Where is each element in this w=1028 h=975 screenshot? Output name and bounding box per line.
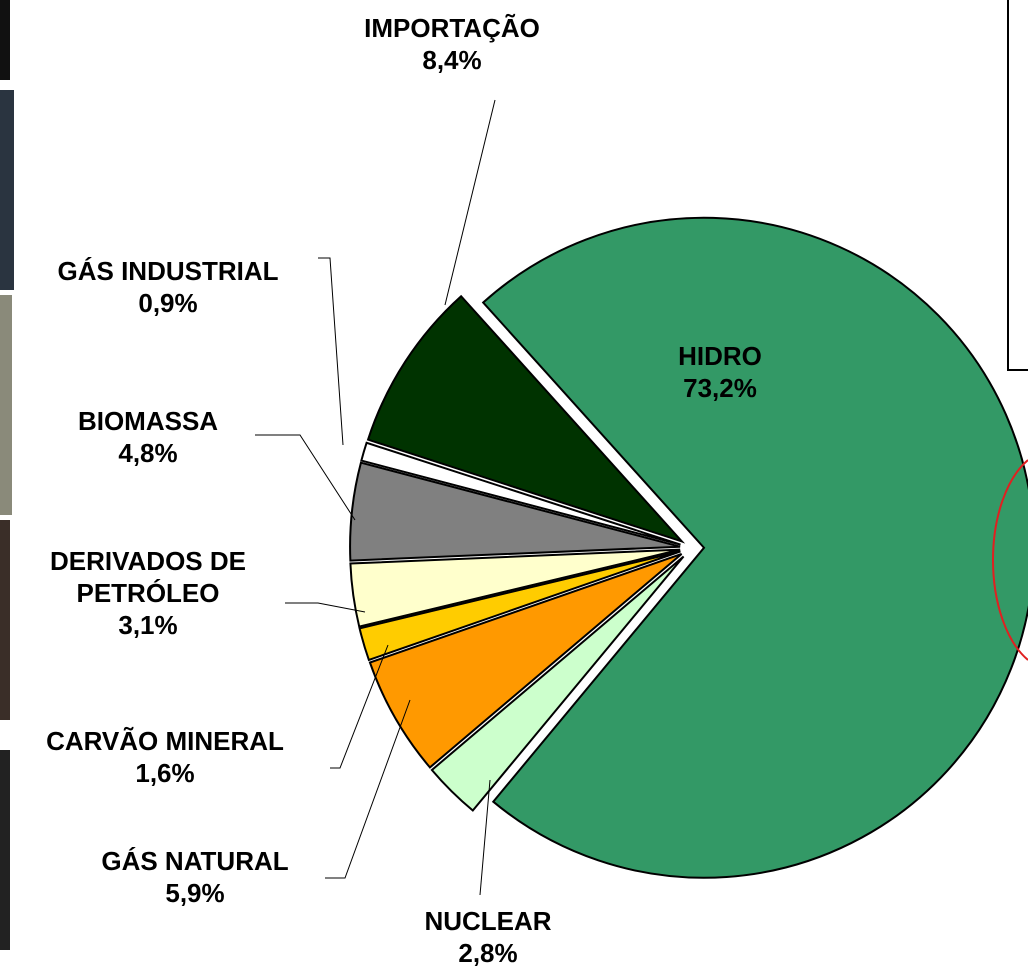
background-photo (0, 295, 12, 515)
leader-line (325, 700, 410, 878)
category-label: CARVÃO MINERAL (0, 725, 335, 757)
value-label: 3,1% (8, 609, 288, 641)
category-label: GÁS NATURAL (65, 845, 325, 877)
page: HIDRO73,2% NUCLEAR2,8% GÁS NATURAL5,9% CARV… (0, 0, 1028, 975)
value-label: 8,4% (332, 44, 572, 76)
value-label: 5,9% (65, 877, 325, 909)
frame (1008, 0, 1028, 370)
chart (0, 0, 1028, 975)
category-label: NUCLEAR (388, 905, 588, 937)
category-label: BIOMASSA (28, 405, 268, 437)
leader-line (445, 100, 495, 305)
leader-line (285, 603, 365, 612)
value-label: 2,8% (388, 937, 588, 969)
value-label: 4,8% (28, 437, 268, 469)
value-label: 1,6% (0, 757, 335, 789)
background-photo (0, 0, 10, 80)
category-label: GÁS INDUSTRIAL (8, 255, 328, 287)
category-label: HIDRO (620, 340, 820, 372)
value-label: 0,9% (8, 287, 328, 319)
category-label: IMPORTAÇÃO (332, 12, 572, 44)
value-label: 73,2% (620, 372, 820, 404)
category-label: DERIVADOS DE PETRÓLEO (8, 545, 288, 609)
leader-line (255, 435, 355, 520)
